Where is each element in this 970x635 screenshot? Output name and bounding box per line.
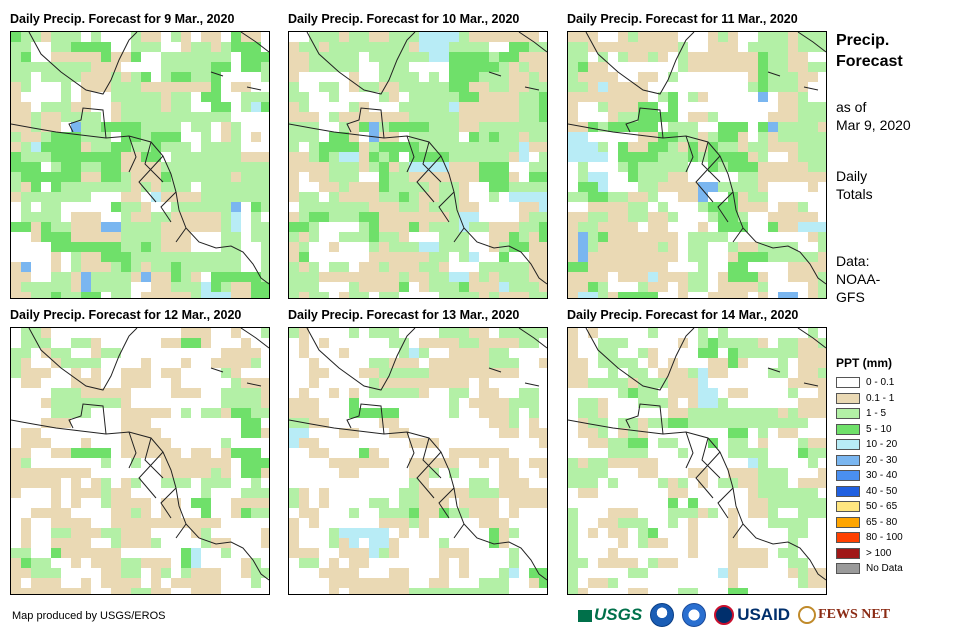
map-panel-2 — [288, 31, 548, 299]
as-of-label: as of — [836, 99, 867, 115]
legend-swatch — [836, 454, 860, 466]
panel-title-6: Daily Precip. Forecast for 14 Mar., 2020 — [567, 308, 799, 322]
legend-swatch — [836, 485, 860, 497]
legend-swatch — [836, 563, 860, 574]
legend-label: 0 - 0.1 — [866, 377, 895, 388]
map-panel-4 — [10, 327, 270, 595]
legend-item: 50 - 65 — [836, 500, 897, 513]
usgs-logo: USGS — [578, 605, 642, 625]
logo-strip: USGS USAID FEWS NET — [578, 600, 890, 630]
legend-swatch — [836, 501, 860, 512]
legend-label: No Data — [866, 563, 903, 574]
legend-item: 30 - 40 — [836, 469, 897, 482]
sidebar-title-line1: Precip. — [836, 32, 890, 49]
legend-item: 1 - 5 — [836, 407, 886, 420]
precip-map — [568, 32, 826, 298]
legend-item: 80 - 100 — [836, 531, 903, 544]
map-panel-5 — [288, 327, 548, 595]
precip-map — [11, 328, 269, 594]
usaid-logo: USAID — [714, 605, 790, 626]
legend-swatch — [836, 547, 860, 559]
legend-label: 30 - 40 — [866, 470, 898, 481]
legend-item: 65 - 80 — [836, 516, 897, 529]
usaid-logo-text: USAID — [737, 604, 791, 624]
panel-title-1: Daily Precip. Forecast for 9 Mar., 2020 — [10, 12, 235, 26]
legend-label: 65 - 80 — [866, 516, 898, 528]
legend-label: 1 - 5 — [866, 408, 887, 419]
legend-label: 40 - 50 — [866, 485, 898, 497]
fewsnet-logo-text: FEWS NET — [818, 607, 891, 623]
legend-item: 5 - 10 — [836, 423, 892, 436]
precip-map — [11, 32, 269, 298]
legend-swatch — [836, 408, 860, 419]
precip-map — [568, 328, 826, 594]
legend-item: 10 - 20 — [836, 438, 897, 451]
legend-swatch — [836, 470, 860, 481]
daily-totals-line2: Totals — [836, 186, 873, 202]
panel-title-2: Daily Precip. Forecast for 10 Mar., 2020 — [288, 12, 520, 26]
legend-label: 20 - 30 — [866, 454, 898, 466]
legend-swatch — [836, 516, 860, 528]
usgs-logo-text: USGS — [594, 605, 643, 624]
legend-swatch — [836, 377, 860, 388]
legend-item: 0 - 0.1 — [836, 376, 894, 389]
legend-label: > 100 — [866, 547, 892, 559]
legend-swatch — [836, 532, 860, 543]
map-panel-3 — [567, 31, 827, 299]
legend-item: 0.1 - 1 — [836, 392, 894, 405]
legend-item: No Data — [836, 562, 903, 575]
map-panel-6 — [567, 327, 827, 595]
legend-swatch — [836, 392, 860, 404]
as-of-value: Mar 9, 2020 — [836, 117, 911, 133]
panel-title-5: Daily Precip. Forecast for 13 Mar., 2020 — [288, 308, 520, 322]
legend-label: 80 - 100 — [866, 532, 903, 543]
data-source: Data: NOAA- GFS — [836, 252, 880, 306]
legend-item: 40 - 50 — [836, 485, 897, 498]
fewsnet-logo: FEWS NET — [798, 606, 890, 624]
legend-label: 0.1 - 1 — [866, 392, 895, 404]
legend-swatch — [836, 439, 860, 450]
map-panel-1 — [10, 31, 270, 299]
legend-item: > 100 — [836, 547, 891, 560]
noaa-logo-icon — [650, 603, 675, 627]
data-source-line3: GFS — [836, 289, 865, 305]
sidebar-title: Precip. Forecast — [836, 30, 903, 72]
legend-item: 20 - 30 — [836, 454, 897, 467]
as-of-date: as of Mar 9, 2020 — [836, 98, 911, 134]
precip-map — [289, 32, 547, 298]
data-source-line1: Data: — [836, 253, 870, 269]
legend-title: PPT (mm) — [836, 356, 893, 370]
legend-label: 10 - 20 — [866, 439, 898, 450]
legend-swatch — [836, 423, 860, 435]
nws-logo-icon — [682, 603, 707, 627]
credit-text: Map produced by USGS/EROS — [12, 610, 166, 622]
sidebar-title-line2: Forecast — [836, 53, 903, 70]
precip-map — [289, 328, 547, 594]
panel-title-4: Daily Precip. Forecast for 12 Mar., 2020 — [10, 308, 242, 322]
data-source-line2: NOAA- — [836, 271, 881, 287]
panel-title-3: Daily Precip. Forecast for 11 Mar., 2020 — [567, 12, 798, 26]
daily-totals-line1: Daily — [836, 168, 868, 184]
legend-label: 5 - 10 — [866, 423, 892, 435]
legend-label: 50 - 65 — [866, 501, 898, 512]
daily-totals-label: Daily Totals — [836, 167, 873, 203]
